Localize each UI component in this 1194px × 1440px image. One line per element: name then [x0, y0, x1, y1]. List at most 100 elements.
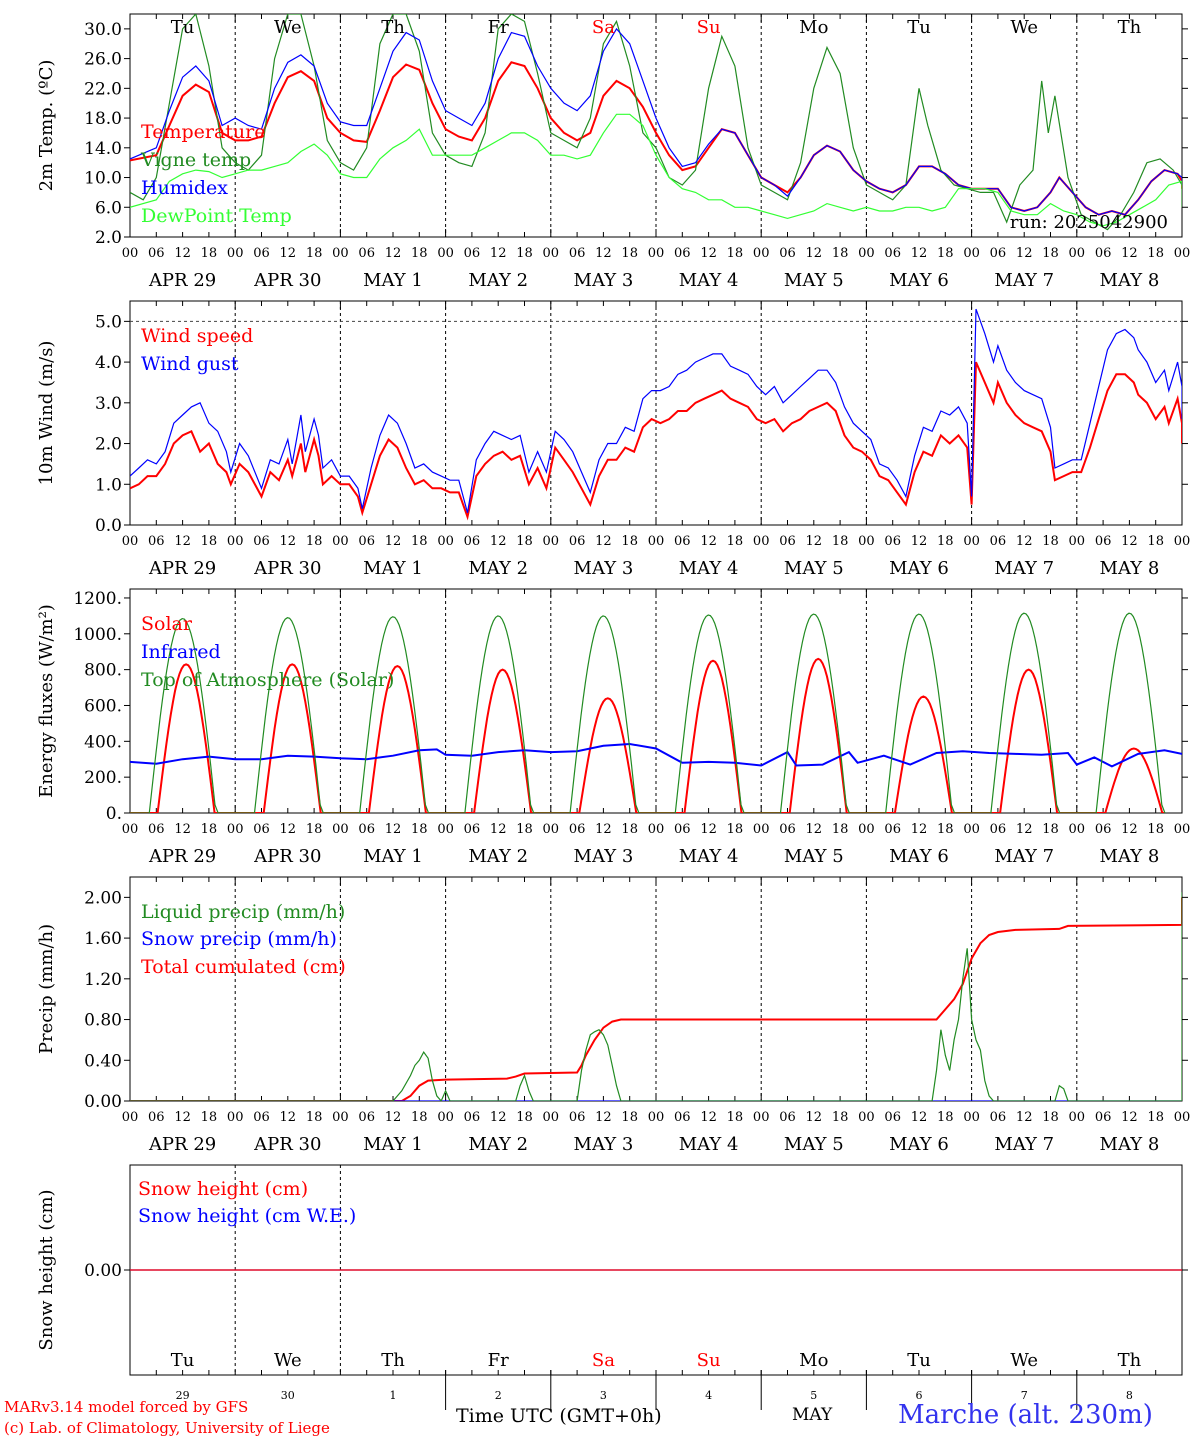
- hour-tick-label: 06: [990, 1110, 1007, 1125]
- date-label: MAY 7: [994, 270, 1054, 291]
- hour-tick-label: 18: [621, 1110, 638, 1125]
- hour-tick-label: 18: [516, 246, 533, 261]
- y-axis-title: Snow height (cm): [36, 1189, 57, 1350]
- hour-tick-label: 12: [911, 246, 928, 261]
- y-tick-label: 600.: [84, 696, 122, 716]
- hour-tick-label: 12: [280, 1110, 297, 1125]
- y-tick-label: 0.00: [84, 1092, 122, 1112]
- hour-tick-label: 18: [937, 822, 954, 837]
- weekday-label: Su: [697, 17, 721, 38]
- hour-tick-label: 12: [490, 534, 507, 549]
- legend-entry: Humidex: [141, 177, 228, 199]
- hour-tick-label: 12: [806, 246, 823, 261]
- series-line-wind-speed: [130, 361, 1182, 521]
- hour-tick-label: 18: [306, 246, 323, 261]
- day-number-label: 3: [600, 1389, 607, 1402]
- hour-tick-label: 06: [674, 822, 691, 837]
- y-tick-label: 30.0: [84, 20, 122, 40]
- y-tick-label: 2.0: [95, 435, 122, 455]
- hour-tick-label: 18: [621, 822, 638, 837]
- date-label: APR 30: [253, 270, 321, 291]
- y-axis-title: Energy fluxes (W/m²): [36, 604, 57, 798]
- hour-tick-label: 06: [464, 1110, 481, 1125]
- y-tick-label: 2.00: [84, 888, 122, 908]
- panel-2: [124, 300, 1188, 526]
- hour-tick-label: 06: [1095, 822, 1112, 837]
- hour-tick-label: 00: [648, 822, 665, 837]
- hour-tick-label: 00: [437, 534, 454, 549]
- hour-tick-label: 06: [569, 1110, 586, 1125]
- hour-tick-label: 12: [911, 822, 928, 837]
- hour-tick-label: 06: [253, 822, 270, 837]
- panel-3: [124, 588, 1188, 814]
- hour-tick-label: 06: [779, 246, 796, 261]
- y-tick-label: 26.0: [84, 50, 122, 70]
- date-label: MAY 3: [574, 1134, 634, 1155]
- series-line-temperature: [130, 61, 1182, 216]
- y-axis-title: Precip (mm/h): [36, 924, 57, 1054]
- hour-tick-label: 18: [832, 1110, 849, 1125]
- hour-tick-label: 18: [306, 822, 323, 837]
- date-label: MAY 5: [784, 846, 844, 867]
- weekday-label: Tu: [171, 1350, 195, 1371]
- x-axis-title: Time UTC (GMT+0h): [456, 1405, 662, 1427]
- weekday-label: Th: [381, 17, 405, 38]
- date-label: MAY 6: [889, 1134, 949, 1155]
- hour-tick-label: 12: [911, 534, 928, 549]
- hour-tick-label: 06: [884, 822, 901, 837]
- hour-tick-label: 00: [122, 822, 139, 837]
- hour-tick-label: 18: [621, 534, 638, 549]
- hour-tick-label: 18: [516, 822, 533, 837]
- hour-tick-label: 06: [674, 534, 691, 549]
- hour-tick-label: 18: [727, 246, 744, 261]
- y-tick-label: 0.40: [84, 1051, 122, 1071]
- hour-tick-label: 00: [963, 534, 980, 549]
- hour-tick-label: 00: [1174, 1110, 1191, 1125]
- hour-tick-label: 12: [595, 1110, 612, 1125]
- weekday-label: Mo: [799, 1350, 828, 1371]
- hour-tick-label: 06: [779, 1110, 796, 1125]
- date-label: APR 30: [253, 846, 321, 867]
- hour-tick-label: 12: [385, 246, 402, 261]
- hour-tick-label: 00: [1174, 246, 1191, 261]
- hour-tick-label: 18: [411, 822, 428, 837]
- station-name: Marche (alt. 230m): [898, 1400, 1153, 1430]
- hour-tick-label: 00: [332, 822, 349, 837]
- hour-tick-label: 00: [1069, 822, 1086, 837]
- hour-tick-label: 12: [1121, 246, 1138, 261]
- weekday-label: We: [274, 17, 302, 38]
- weekday-label: We: [1010, 1350, 1038, 1371]
- hour-tick-label: 06: [674, 246, 691, 261]
- legend-entry: Temperature: [141, 121, 265, 143]
- date-label: APR 29: [148, 1134, 216, 1155]
- date-label: APR 29: [148, 558, 216, 579]
- y-tick-label: 1000.: [73, 625, 122, 645]
- hour-tick-label: 00: [227, 1110, 244, 1125]
- y-tick-label: 4.0: [95, 353, 122, 373]
- weekday-label: Sa: [592, 1350, 615, 1371]
- hour-tick-label: 00: [648, 246, 665, 261]
- run-label: run: 2025042900: [1010, 212, 1168, 233]
- date-label: MAY 7: [994, 1134, 1054, 1155]
- hour-tick-label: 06: [1095, 246, 1112, 261]
- y-axis-title: 2m Temp. (ºC): [36, 60, 57, 192]
- hour-tick-label: 00: [753, 822, 770, 837]
- legend-entry: DewPoint Temp: [141, 205, 292, 227]
- hour-tick-label: 18: [411, 534, 428, 549]
- hour-tick-label: 18: [727, 822, 744, 837]
- hour-tick-label: 06: [148, 822, 165, 837]
- hour-tick-label: 18: [306, 1110, 323, 1125]
- hour-tick-label: 00: [227, 534, 244, 549]
- date-label: MAY 5: [784, 1134, 844, 1155]
- series-line-wind-gust: [130, 308, 1182, 513]
- y-tick-label: 1.20: [84, 970, 122, 990]
- day-number-label: 2: [495, 1389, 502, 1402]
- hour-tick-label: 18: [937, 534, 954, 549]
- hour-tick-label: 06: [884, 534, 901, 549]
- weekday-label: Th: [1118, 17, 1142, 38]
- hour-tick-label: 12: [1016, 822, 1033, 837]
- hour-tick-label: 06: [358, 534, 375, 549]
- date-label: APR 30: [253, 558, 321, 579]
- panel-5: [124, 1164, 1188, 1410]
